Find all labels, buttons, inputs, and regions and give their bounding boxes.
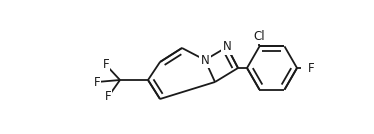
Text: F: F <box>94 75 100 88</box>
Text: N: N <box>200 53 209 66</box>
Text: Cl: Cl <box>254 30 265 43</box>
Text: F: F <box>308 62 314 75</box>
Text: F: F <box>105 90 111 103</box>
Text: N: N <box>223 40 232 53</box>
Text: F: F <box>103 59 109 72</box>
